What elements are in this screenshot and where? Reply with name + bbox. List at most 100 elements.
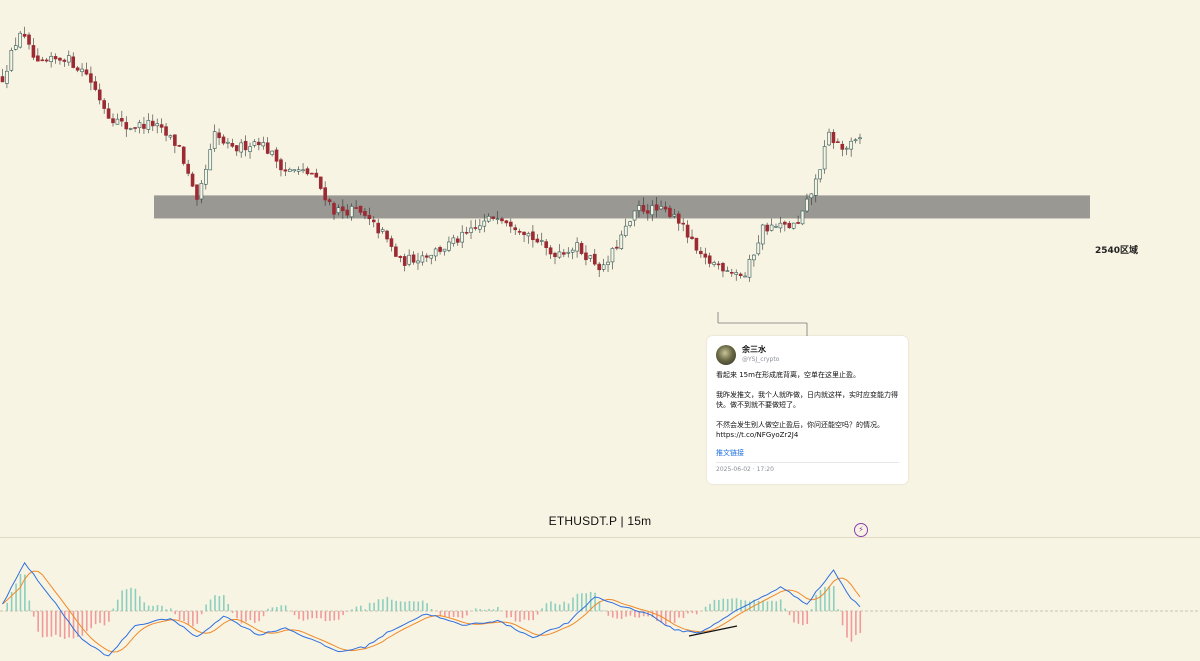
histogram-bar	[492, 609, 495, 611]
histogram-bar	[19, 573, 22, 611]
candle-body	[517, 231, 522, 233]
candle-body	[323, 187, 327, 201]
histogram-bar	[572, 597, 574, 611]
candle-body	[796, 222, 800, 224]
histogram-bar	[757, 600, 760, 611]
histogram-bar	[187, 611, 190, 626]
candle-body	[500, 218, 504, 222]
histogram-bar	[488, 608, 490, 611]
candle-body	[699, 250, 703, 255]
tweet-author[interactable]: 余三水	[742, 345, 766, 354]
candle-body	[787, 222, 792, 229]
histogram-bar	[408, 601, 411, 611]
tweet-handle[interactable]: @YSJ_crypto	[742, 356, 780, 363]
candle-body	[27, 34, 31, 45]
histogram-bar	[298, 611, 300, 620]
histogram-bar	[351, 609, 353, 611]
candle-body	[102, 100, 106, 109]
histogram-bar	[567, 603, 570, 611]
candle-body	[433, 248, 438, 257]
histogram-bar	[828, 585, 831, 611]
candle-body	[822, 146, 827, 170]
candle-body	[261, 142, 266, 147]
candle-body	[58, 57, 62, 61]
histogram-bar	[284, 605, 287, 611]
candle-body	[106, 108, 111, 119]
candle-body	[663, 206, 668, 210]
candle-body	[721, 263, 725, 272]
avatar[interactable]	[716, 345, 736, 365]
histogram-bar	[726, 599, 729, 611]
histogram-bar	[174, 611, 176, 615]
candle-body	[429, 254, 434, 259]
candle-body	[526, 233, 531, 237]
candle-body	[659, 206, 663, 210]
candle-body	[522, 231, 526, 235]
candle-body	[411, 254, 416, 263]
histogram-bar	[342, 611, 344, 616]
histogram-bar	[651, 611, 654, 618]
candle-body	[296, 169, 301, 172]
histogram-bar	[722, 598, 725, 611]
histogram-bar	[41, 611, 44, 638]
histogram-bar	[550, 601, 552, 611]
histogram-bar	[766, 601, 769, 611]
histogram-bar	[598, 601, 601, 611]
candle-body	[380, 229, 385, 232]
candle-body	[252, 141, 257, 146]
histogram-bar	[355, 606, 358, 611]
histogram-bar	[147, 605, 150, 611]
histogram-bar	[678, 611, 680, 618]
histogram-bar	[855, 611, 857, 636]
histogram-bar	[625, 611, 627, 617]
histogram-bar	[775, 601, 778, 611]
histogram-bar	[63, 611, 66, 639]
candle-body	[641, 204, 646, 212]
candle-body	[22, 33, 27, 37]
candle-body	[800, 210, 805, 225]
candle-body	[0, 76, 5, 83]
histogram-bar	[581, 593, 583, 611]
histogram-bar	[638, 611, 641, 618]
histogram-bar	[704, 606, 707, 611]
histogram-bar	[236, 611, 238, 619]
histogram-bar	[200, 611, 203, 615]
histogram-bar	[554, 603, 557, 611]
histogram-bar	[837, 609, 839, 611]
histogram-bar	[59, 611, 62, 638]
candle-body	[743, 275, 747, 278]
histogram-bar	[85, 611, 88, 632]
histogram-bar	[306, 611, 309, 620]
histogram-bar	[603, 610, 605, 611]
histogram-bar	[846, 611, 848, 638]
histogram-bar	[6, 602, 9, 611]
histogram-bar	[227, 603, 230, 611]
candle-body	[159, 124, 164, 128]
candle-body	[336, 207, 341, 213]
histogram-bar	[497, 606, 499, 611]
histogram-bar	[196, 611, 199, 624]
histogram-bar	[346, 611, 349, 612]
histogram-bar	[810, 609, 813, 611]
candle-body	[385, 230, 389, 240]
zone-label: 2540区域	[1095, 246, 1139, 256]
candle-body	[226, 141, 230, 144]
candle-body	[438, 247, 442, 252]
timeframe-label: 15m	[627, 514, 652, 528]
candle-body	[464, 231, 469, 234]
lightning-icon[interactable]: ⚡	[854, 523, 868, 537]
candle-body	[349, 205, 354, 218]
histogram-bar	[788, 611, 791, 616]
candle-body	[345, 209, 350, 216]
histogram-bar	[558, 604, 561, 611]
candle-body	[566, 251, 571, 254]
candle-body	[637, 205, 641, 211]
candle-body	[89, 73, 93, 83]
candle-body	[186, 163, 190, 174]
histogram-bar	[169, 608, 172, 611]
histogram-bar	[205, 604, 207, 611]
tweet-link[interactable]: 推文链接	[716, 449, 744, 457]
tweet-card[interactable]: 余三水 @YSJ_crypto 看起来 15m在形成底背离，空单在这里止盈。 我…	[707, 336, 908, 484]
macd-signal-line	[2, 570, 861, 653]
histogram-bar	[161, 605, 163, 611]
